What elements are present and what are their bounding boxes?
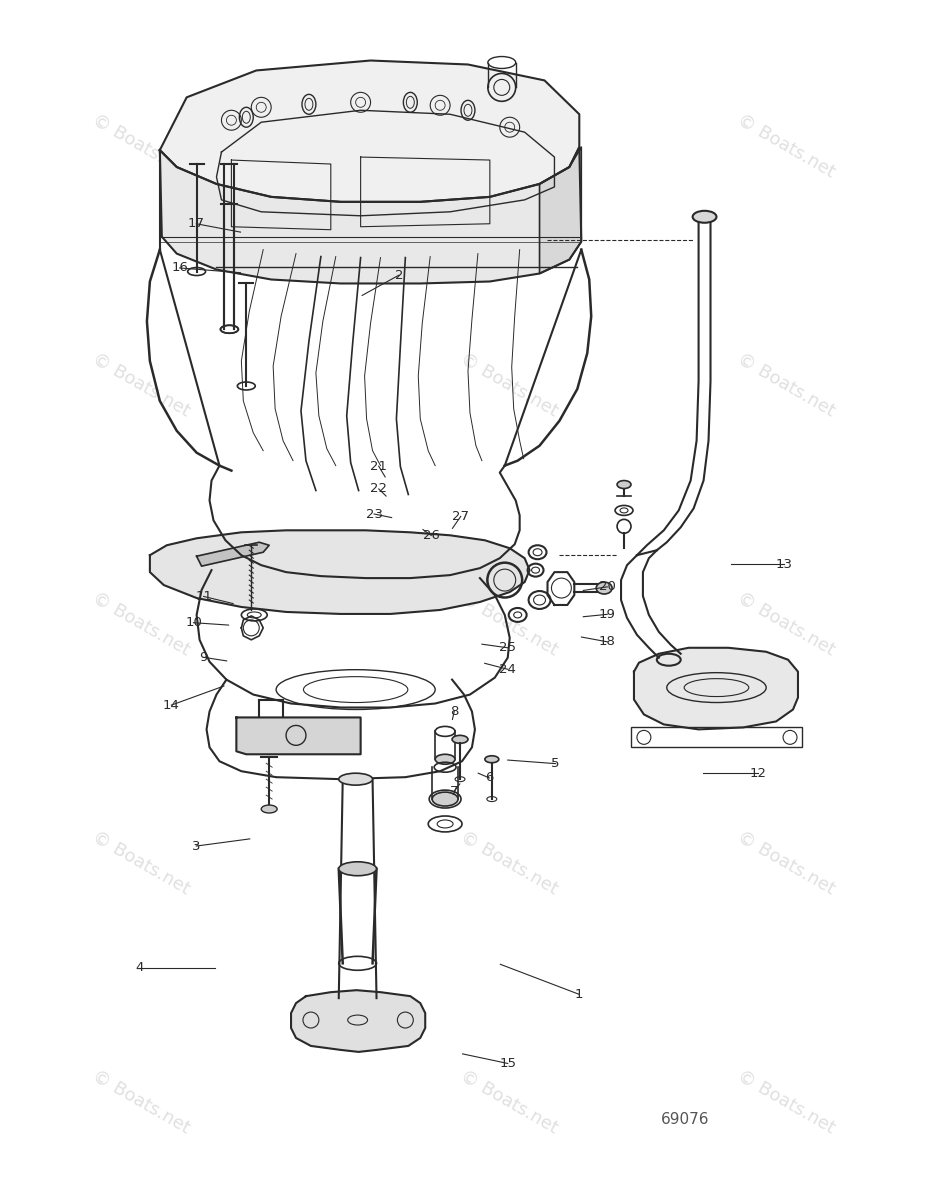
- Text: 69076: 69076: [660, 1112, 709, 1127]
- Text: 3: 3: [192, 840, 200, 852]
- Text: 4: 4: [135, 961, 144, 974]
- Ellipse shape: [435, 755, 455, 764]
- Text: 18: 18: [599, 635, 616, 648]
- Ellipse shape: [338, 862, 376, 876]
- Text: 11: 11: [196, 590, 212, 602]
- Text: 17: 17: [188, 217, 205, 230]
- Text: 8: 8: [451, 704, 459, 718]
- Text: © Boats.net: © Boats.net: [89, 349, 193, 420]
- Ellipse shape: [596, 582, 612, 594]
- Text: 22: 22: [370, 482, 387, 496]
- Text: 1: 1: [575, 988, 583, 1001]
- Text: 6: 6: [485, 772, 493, 785]
- Text: 5: 5: [552, 757, 560, 770]
- Text: © Boats.net: © Boats.net: [458, 828, 562, 898]
- Text: 13: 13: [776, 558, 793, 571]
- Text: 2: 2: [395, 269, 403, 282]
- Text: © Boats.net: © Boats.net: [458, 349, 562, 420]
- Text: 12: 12: [750, 767, 767, 780]
- Text: 7: 7: [450, 785, 459, 798]
- Polygon shape: [540, 148, 581, 274]
- Text: © Boats.net: © Boats.net: [734, 110, 838, 181]
- Text: © Boats.net: © Boats.net: [734, 1067, 838, 1136]
- Polygon shape: [197, 542, 269, 566]
- Text: 24: 24: [500, 662, 516, 676]
- Text: © Boats.net: © Boats.net: [89, 110, 193, 181]
- Text: © Boats.net: © Boats.net: [734, 349, 838, 420]
- Ellipse shape: [432, 792, 458, 806]
- Ellipse shape: [261, 805, 277, 814]
- Bar: [631, 727, 802, 748]
- Text: © Boats.net: © Boats.net: [89, 828, 193, 898]
- Text: © Boats.net: © Boats.net: [734, 589, 838, 659]
- Polygon shape: [634, 648, 798, 730]
- Text: 16: 16: [171, 262, 188, 275]
- Text: © Boats.net: © Boats.net: [458, 110, 562, 181]
- Polygon shape: [236, 718, 361, 755]
- Text: © Boats.net: © Boats.net: [458, 1067, 562, 1136]
- Text: 26: 26: [423, 529, 439, 542]
- Text: © Boats.net: © Boats.net: [734, 828, 838, 898]
- Polygon shape: [159, 148, 581, 283]
- Text: 14: 14: [163, 698, 180, 712]
- Ellipse shape: [452, 736, 468, 743]
- Text: © Boats.net: © Boats.net: [89, 1067, 193, 1136]
- Text: © Boats.net: © Boats.net: [458, 589, 562, 659]
- Text: © Boats.net: © Boats.net: [89, 589, 193, 659]
- Text: 15: 15: [500, 1057, 516, 1070]
- Polygon shape: [159, 60, 579, 202]
- Text: 19: 19: [599, 608, 616, 620]
- Text: 27: 27: [452, 510, 469, 523]
- Text: 21: 21: [370, 460, 387, 473]
- Ellipse shape: [617, 480, 631, 488]
- Polygon shape: [150, 530, 529, 614]
- Text: 10: 10: [185, 616, 202, 629]
- Text: 25: 25: [500, 641, 516, 654]
- Ellipse shape: [692, 211, 717, 223]
- Polygon shape: [291, 990, 425, 1052]
- Text: 23: 23: [365, 508, 383, 521]
- Text: 20: 20: [599, 581, 616, 593]
- Text: 9: 9: [199, 650, 208, 664]
- Ellipse shape: [338, 773, 373, 785]
- Ellipse shape: [485, 756, 499, 763]
